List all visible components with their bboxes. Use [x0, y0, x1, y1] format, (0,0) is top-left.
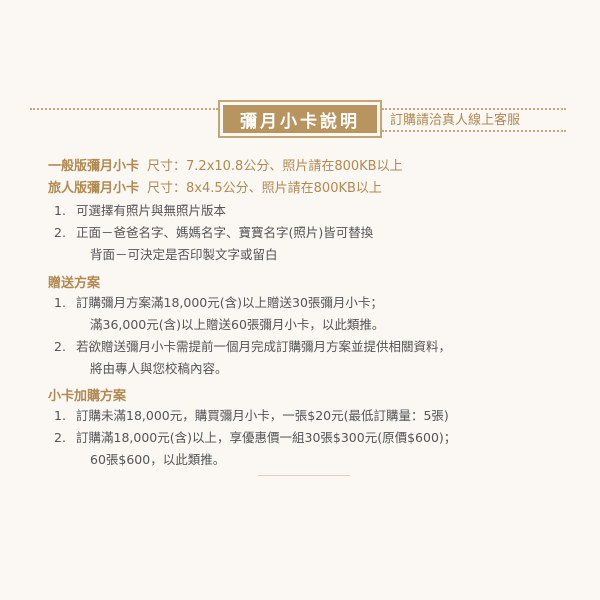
- title-frame: 彌月小卡說明: [218, 100, 382, 138]
- item-text-continued: 將由專人與您校稿內容。: [90, 361, 228, 376]
- gift-list: 1. 訂購彌月方案滿18,000元(含)以上贈送30張彌月小卡； 滿36,000…: [48, 292, 451, 380]
- subtitle: 訂購請洽真人線上客服: [390, 113, 521, 128]
- item-text: 正面－爸爸名字、媽媽名字、寶寶名字(照片)皆可替換: [76, 225, 374, 240]
- section-title-addon: 小卡加購方案: [48, 389, 127, 404]
- end-divider: [258, 475, 350, 476]
- list-item: 1. 可選擇有照片與無照片版本: [48, 200, 373, 222]
- item-text: 訂購未滿18,000元，購買彌月小卡，一張$20元(最低訂購量：5張): [76, 408, 449, 423]
- item-text: 訂購彌月方案滿18,000元(含)以上贈送30張彌月小卡；: [76, 295, 383, 310]
- list-item: 2. 訂購滿18,000元(含)以上，享優惠價一組30張$300元(原價$600…: [48, 427, 456, 471]
- spec-size: 尺寸：7.2x10.8公分、照片請在800KB以上: [147, 159, 403, 174]
- item-number: 1.: [54, 203, 66, 218]
- list-item: 2. 若欲贈送彌月小卡需提前一個月完成訂購彌月方案並提供相關資料， 將由專人與您…: [48, 336, 451, 380]
- dotted-divider-left: [30, 108, 218, 110]
- item-number: 2.: [54, 430, 66, 445]
- item-number: 1.: [54, 408, 66, 423]
- spec-size: 尺寸：8x4.5公分、照片請在800KB以上: [147, 181, 382, 196]
- item-text: 若欲贈送彌月小卡需提前一個月完成訂購彌月方案並提供相關資料，: [76, 339, 452, 354]
- header: 彌月小卡說明 訂購請洽真人線上客服: [30, 100, 566, 140]
- item-number: 1.: [54, 295, 66, 310]
- item-text-continued: 滿36,000元(含)以上贈送60張彌月小卡，以此類推。: [90, 317, 385, 332]
- spec-standard: 一般版彌月小卡 尺寸：7.2x10.8公分、照片請在800KB以上: [48, 155, 403, 174]
- spec-traveler: 旅人版彌月小卡 尺寸：8x4.5公分、照片請在800KB以上: [48, 177, 382, 196]
- list-item: 1. 訂購彌月方案滿18,000元(含)以上贈送30張彌月小卡； 滿36,000…: [48, 292, 451, 336]
- item-text: 訂購滿18,000元(含)以上，享優惠價一組30張$300元(原價$600)；: [76, 430, 457, 445]
- spec-name: 旅人版彌月小卡: [48, 181, 140, 196]
- section-title-gift: 贈送方案: [48, 276, 101, 291]
- item-number: 2.: [54, 339, 66, 354]
- item-number: 2.: [54, 225, 66, 240]
- addon-list: 1. 訂購未滿18,000元，購買彌月小卡，一張$20元(最低訂購量：5張) 2…: [48, 405, 456, 471]
- list-item: 2. 正面－爸爸名字、媽媽名字、寶寶名字(照片)皆可替換 背面－可決定是否印製文…: [48, 222, 373, 266]
- page-title: 彌月小卡說明: [223, 105, 377, 133]
- dotted-divider-under-subtitle: [382, 130, 566, 132]
- notes-list: 1. 可選擇有照片與無照片版本 2. 正面－爸爸名字、媽媽名字、寶寶名字(照片)…: [48, 200, 373, 266]
- item-text: 可選擇有照片與無照片版本: [76, 203, 227, 218]
- item-text-continued: 60張$600，以此類推。: [90, 452, 226, 467]
- spec-name: 一般版彌月小卡: [48, 159, 140, 174]
- item-text-continued: 背面－可決定是否印製文字或留白: [90, 247, 278, 262]
- dotted-divider-right: [382, 108, 566, 110]
- list-item: 1. 訂購未滿18,000元，購買彌月小卡，一張$20元(最低訂購量：5張): [48, 405, 456, 427]
